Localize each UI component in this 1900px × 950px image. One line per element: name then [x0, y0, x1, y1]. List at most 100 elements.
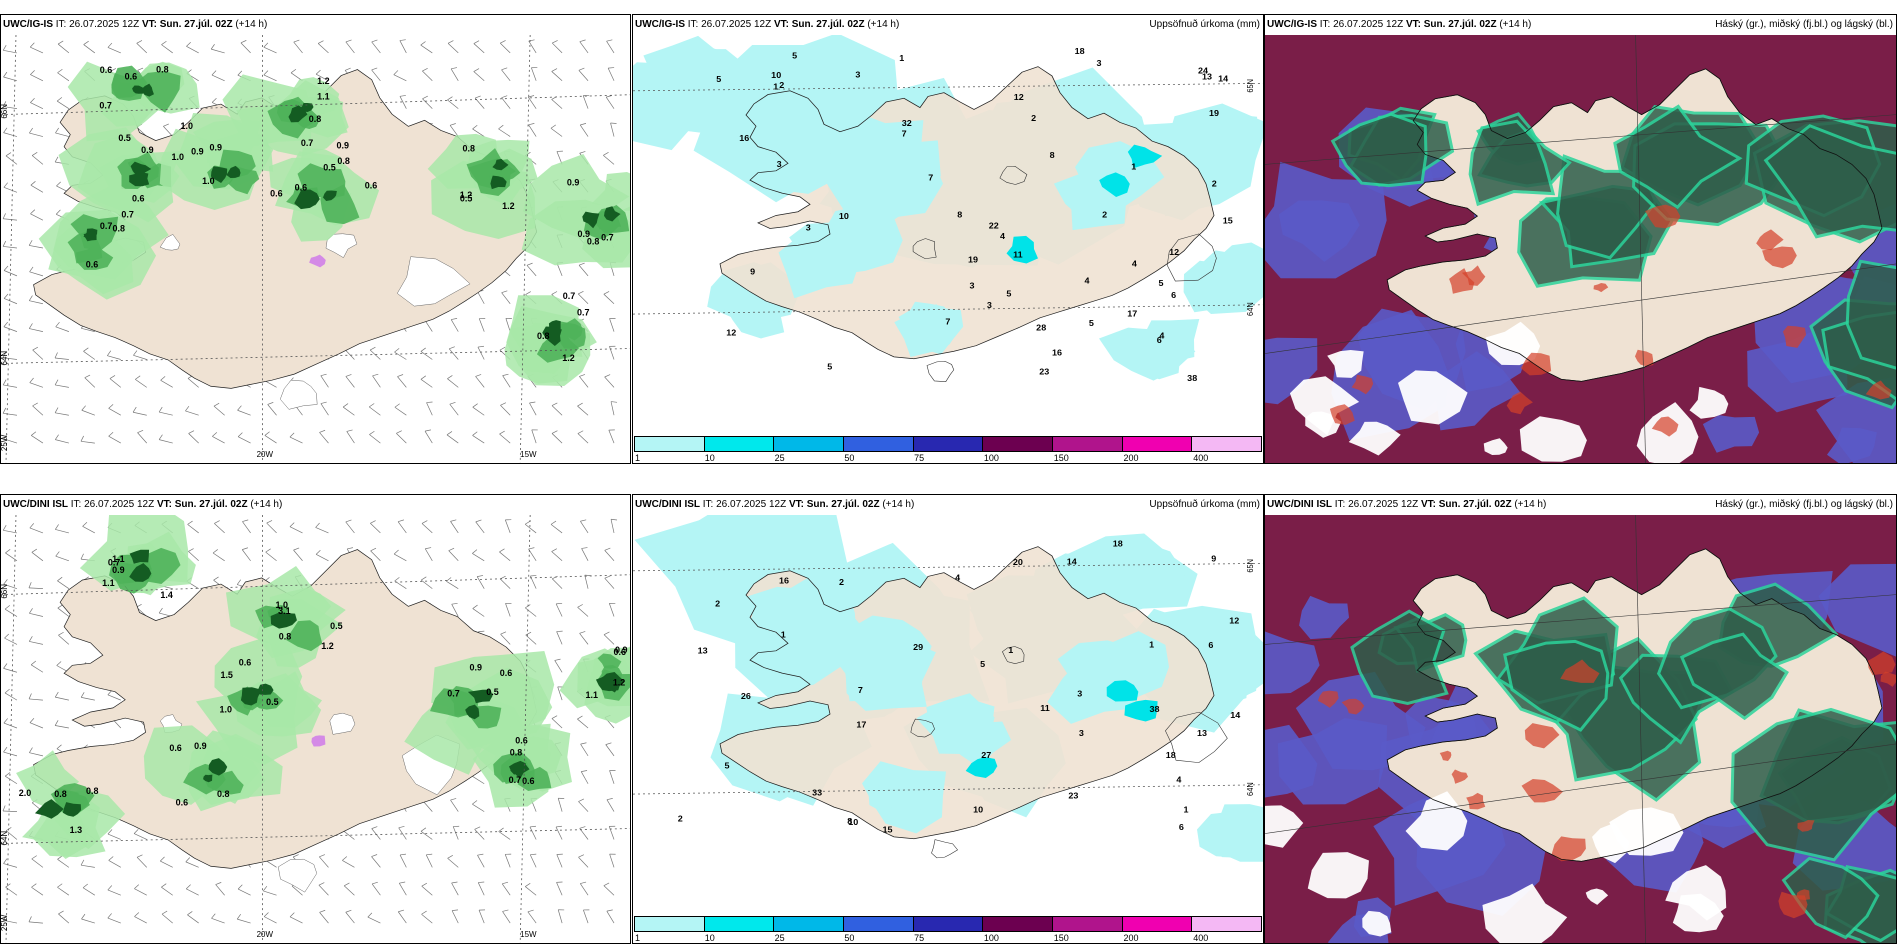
- colorbar-tick-label: 10: [704, 453, 715, 463]
- low-cloud-layer: [1330, 104, 1896, 410]
- panel-header: UWC/DINI ISL IT: 26.07.2025 12Z VT: Sun.…: [1265, 495, 1896, 515]
- colorbar-swatch: [913, 437, 984, 451]
- precipitation-value: 1.0: [202, 176, 214, 186]
- precipitation-value: 0.8: [217, 789, 229, 799]
- accumulation-value: 4: [1132, 259, 1137, 269]
- precipitation-value: 0.6: [270, 189, 282, 199]
- precipitation-value: 0.9: [615, 645, 627, 655]
- colorbar-tick-label: 150: [1053, 453, 1069, 463]
- accumulation-value: 5: [725, 761, 730, 771]
- colorbar-swatches: [634, 436, 1262, 452]
- map-area: 0.9 0.8 0.6 0.8 0.6 0.6 1.1 0.8 0.7 0.5 1.5 0.9 0.7 0…: [1, 515, 630, 943]
- accumulation-value: 15: [1223, 216, 1233, 226]
- colorbar-tick-label: 150: [1053, 933, 1069, 943]
- clear-sky-areas: [1289, 321, 1729, 463]
- accumulation-value: 1: [1184, 805, 1189, 815]
- accumulation-value: 2: [1212, 179, 1217, 189]
- colorbar-tick-label: 25: [774, 453, 785, 463]
- precipitation-value: 1.0: [172, 152, 184, 162]
- latitude-label: 64N: [1246, 302, 1255, 316]
- accumulation-value: 18: [1113, 539, 1123, 549]
- init-time: 26.07.2025 12Z: [84, 499, 155, 510]
- valid-time: Sun. 27.júl. 02Z: [1438, 499, 1512, 510]
- accumulation-value: 3: [777, 159, 782, 169]
- glaciers: [912, 165, 1217, 382]
- colorbar-swatch: [983, 437, 1054, 451]
- precipitation-value-labels: 0.80.90.50.60.71.20.80.70.91.01.10.61.00…: [86, 64, 614, 363]
- accumulation-value: 8: [957, 210, 962, 220]
- accumulation-value: 2: [1031, 113, 1036, 123]
- precipitation-value: 1.2: [562, 353, 574, 363]
- accumulation-value: 5: [792, 51, 797, 61]
- coastline: [1386, 548, 1883, 862]
- accumulation-value: 23: [1068, 791, 1078, 801]
- colorbar-tick-label: 200: [1123, 933, 1139, 943]
- colorbar-tick-label: 75: [914, 453, 925, 463]
- accumulation-value: 7: [945, 317, 950, 327]
- precipitation-value: 0.7: [100, 221, 112, 231]
- glaciers: [910, 646, 1228, 859]
- map-panel-top-left: UWC/IG-IS IT: 26.07.2025 12Z VT: Sun. 27…: [0, 14, 631, 464]
- accumulation-value: 14: [1230, 710, 1240, 720]
- precipitation-value: 0.9: [194, 741, 206, 751]
- init-time: 26.07.2025 12Z: [69, 19, 140, 30]
- latitude-label: 64N: [1, 351, 9, 366]
- accumulation-value: 12: [726, 328, 736, 338]
- precipitation-value: 0.6: [500, 668, 512, 678]
- colorbar-tick-label: 200: [1123, 453, 1139, 463]
- accumulation-value-labels: 4235678910111213141018233327291416202617…: [678, 539, 1241, 835]
- colorbar-swatch: [844, 917, 914, 931]
- accumulation-value: 3: [855, 70, 860, 80]
- colorbar-tick-label: 10: [704, 933, 715, 943]
- latitude-label: 66N: [1, 584, 9, 599]
- precipitation-over-land: [739, 569, 1169, 834]
- cloud-edge-highlights: [1329, 204, 1892, 437]
- precipitation-value: 0.8: [113, 224, 125, 234]
- accumulation-value: 32: [902, 118, 912, 128]
- precipitation-value: 0.7: [509, 775, 521, 785]
- colorbar-swatch: [844, 437, 914, 451]
- valid-time: Sun. 27.júl. 02Z: [159, 19, 233, 30]
- precipitation-value: 0.9: [567, 178, 579, 188]
- valid-time: Sun. 27.júl. 02Z: [1423, 19, 1497, 30]
- map-area: 4 14 18 2 3 4 5 6 7 8 10 12 3 5 9 12 19 22 28 23 24 32 38 13 12 1…: [633, 35, 1263, 435]
- map-canvas: 4141823456781012359121922282324323813121…: [633, 35, 1263, 383]
- valid-time: Sun. 27.júl. 02Z: [806, 499, 880, 510]
- accumulation-value: 24: [1198, 66, 1208, 76]
- panel-header: UWC/IG-IS IT: 26.07.2025 12Z VT: Sun. 27…: [1265, 15, 1896, 35]
- longitude-label: 20W: [257, 450, 274, 459]
- precipitation-value: 0.7: [99, 101, 111, 111]
- precipitation-value: 0.9: [470, 662, 482, 672]
- accumulation-value: 13: [698, 646, 708, 656]
- precipitation-value: 0.6: [100, 65, 112, 75]
- colorbar-swatch: [913, 917, 984, 931]
- model-name: UWC/IG-IS: [1267, 19, 1317, 30]
- precipitation-value: 0.9: [210, 142, 222, 152]
- longitude-label: 15W: [520, 450, 537, 459]
- precipitation-value: 0.6: [295, 183, 307, 193]
- panel-header: UWC/IG-IS IT: 26.07.2025 12Z VT: Sun. 27…: [1, 15, 630, 35]
- colorbar-swatch: [1192, 917, 1262, 931]
- accumulation-value: 5: [980, 659, 985, 669]
- precipitation-value: 0.8: [537, 331, 549, 341]
- accumulation-value: 15: [883, 825, 893, 835]
- accumulation-value: 16: [739, 133, 749, 143]
- precipitation-over-land: [693, 85, 1165, 358]
- colorbar-swatch: [704, 437, 775, 451]
- accumulation-value: 7: [928, 173, 933, 183]
- precipitation-value: 0.7: [577, 308, 589, 318]
- accumulation-value: 12: [1169, 247, 1179, 257]
- longitude-label: 20W: [257, 930, 274, 939]
- accumulation-value: 3: [1097, 58, 1102, 68]
- precipitation-value: 0.8: [86, 786, 98, 796]
- accumulation-value: 7: [902, 129, 907, 139]
- precipitation-value: 0.5: [486, 687, 498, 697]
- colorbar-swatch: [635, 917, 705, 931]
- it-label: IT:: [55, 19, 67, 30]
- init-time: 26.07.2025 12Z: [701, 19, 772, 30]
- precipitation-value: 1.1: [317, 91, 329, 101]
- precipitation-value: 1.3: [70, 825, 82, 835]
- colorbar-swatch: [774, 437, 845, 451]
- valid-time: Sun. 27.júl. 02Z: [791, 19, 865, 30]
- colorbar-tick-label: 100: [983, 453, 999, 463]
